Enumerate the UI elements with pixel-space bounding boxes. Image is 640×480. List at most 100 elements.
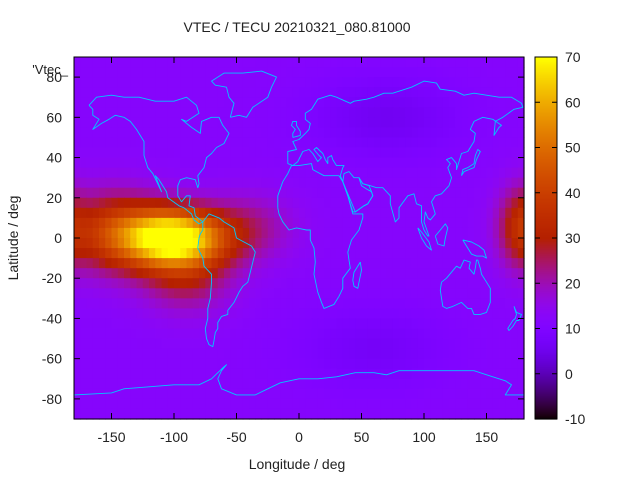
heatmap-cell (499, 87, 506, 98)
colorbar-segment (535, 355, 557, 358)
heatmap-cell (311, 388, 319, 400)
heatmap-cell (361, 177, 369, 189)
heatmap-cell (217, 227, 225, 239)
colorbar-segment (535, 149, 557, 152)
heatmap-cell (342, 77, 350, 88)
heatmap-cell (486, 177, 494, 189)
heatmap-cell (355, 268, 363, 279)
heatmap-cell (230, 288, 238, 299)
heatmap-cell (355, 97, 363, 108)
heatmap-cell (505, 77, 513, 88)
heatmap-cell (130, 107, 138, 118)
colorbar-segment (535, 219, 557, 222)
heatmap-cell (517, 338, 525, 350)
heatmap-cell (386, 298, 394, 309)
heatmap-cell (180, 67, 188, 78)
heatmap-cell (299, 127, 306, 139)
heatmap-cell (236, 127, 244, 139)
heatmap-cell (349, 278, 356, 289)
heatmap-cell (486, 348, 494, 360)
heatmap-cell (149, 318, 156, 330)
heatmap-cell (224, 368, 231, 380)
heatmap-cell (230, 187, 238, 199)
heatmap-cell (136, 167, 144, 179)
heatmap-cell (342, 217, 350, 229)
heatmap-cell (230, 167, 238, 179)
heatmap-cell (492, 67, 500, 78)
heatmap-cell (155, 368, 163, 380)
colorbar-segment (535, 343, 557, 346)
heatmap-cell (199, 187, 206, 199)
colorbar-segment (535, 249, 557, 252)
heatmap-cell (405, 67, 413, 78)
heatmap-cell (430, 127, 438, 139)
heatmap-cell (205, 408, 213, 420)
south-america-coast (197, 213, 256, 348)
heatmap-cell (386, 77, 394, 88)
heatmap-cell (392, 147, 400, 159)
heatmap-cell (92, 207, 100, 219)
heatmap-cell (80, 318, 88, 330)
heatmap-cell (142, 177, 150, 189)
heatmap-cell (224, 348, 231, 360)
heatmap-cell (80, 238, 88, 249)
heatmap-cell (336, 217, 344, 229)
heatmap-cell (392, 67, 400, 78)
heatmap-cell (255, 408, 263, 420)
heatmap-cell (411, 87, 419, 98)
heatmap-cell (374, 97, 381, 108)
colorbar-segment (535, 187, 557, 190)
heatmap-cell (442, 127, 450, 139)
heatmap-cell (417, 298, 425, 309)
heatmap-cell (461, 107, 469, 118)
heatmap-cell (155, 137, 163, 149)
heatmap-cell (299, 308, 306, 320)
heatmap-cell (161, 248, 169, 259)
heatmap-cell (517, 408, 525, 420)
heatmap-cell (230, 398, 238, 410)
heatmap-cell (517, 77, 525, 88)
heatmap-cell (417, 268, 425, 279)
heatmap-cell (517, 268, 525, 279)
colorbar-segment (535, 333, 557, 336)
colorbar-segment (535, 61, 557, 64)
heatmap-cell (199, 408, 206, 420)
colorbar-segment (535, 287, 557, 290)
heatmap-cell (486, 248, 494, 259)
heatmap-cell (111, 67, 119, 78)
heatmap-cell (405, 87, 413, 98)
heatmap-cell (105, 368, 113, 380)
heatmap-cell (286, 107, 294, 118)
heatmap-cell (417, 197, 425, 209)
heatmap-cell (167, 278, 175, 289)
heatmap-cell (474, 378, 481, 390)
greenland-coast (211, 70, 277, 118)
heatmap-cell (255, 388, 263, 400)
heatmap-cell (155, 107, 163, 118)
heatmap-cell (355, 87, 363, 98)
heatmap-cell (180, 77, 188, 88)
heatmap-cell (111, 147, 119, 159)
heatmap-cell (161, 57, 169, 68)
heatmap-cell (305, 197, 313, 209)
x-tick-label: -50 (226, 429, 246, 445)
heatmap-cell (486, 67, 494, 78)
heatmap-cell (317, 368, 325, 380)
heatmap-cell (117, 137, 125, 149)
heatmap-cell (392, 338, 400, 350)
heatmap-cell (161, 238, 169, 249)
heatmap-cell (186, 117, 194, 128)
heatmap-cell (236, 328, 244, 340)
heatmap-cell (380, 77, 388, 88)
heatmap-cell (492, 398, 500, 410)
heatmap-cell (355, 348, 363, 360)
heatmap-cell (474, 268, 481, 279)
heatmap-cell (336, 408, 344, 420)
colorbar-segment (535, 391, 557, 394)
heatmap-cell (130, 288, 138, 299)
heatmap-cell (486, 268, 494, 279)
heatmap-cell (111, 238, 119, 249)
colorbar-segment (535, 383, 557, 386)
heatmap-cell (480, 378, 488, 390)
heatmap-cell (217, 398, 225, 410)
